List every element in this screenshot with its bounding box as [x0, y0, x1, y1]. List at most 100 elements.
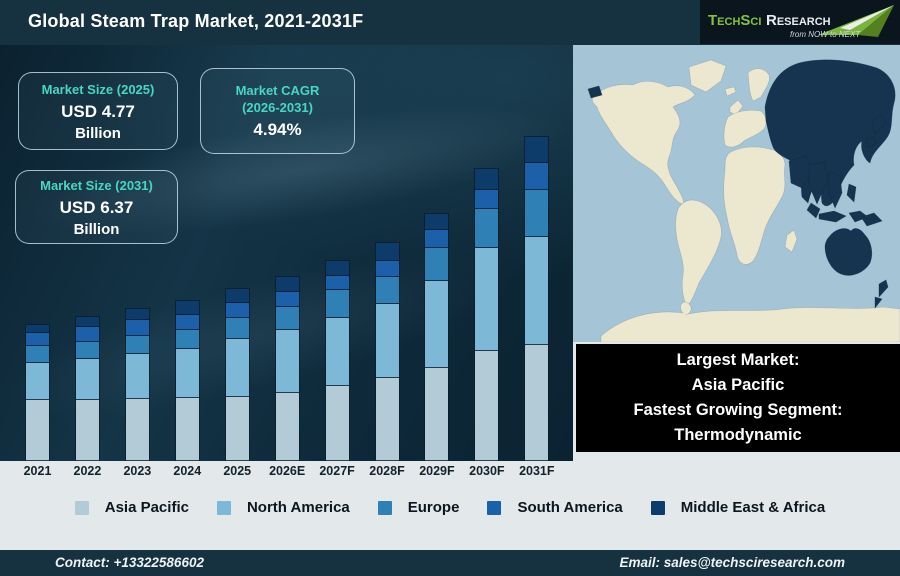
x-tick-2031f: 2031F [519, 464, 555, 478]
x-axis: 2021 2022 2023 2024 2025 2026E 2027F 2028F 2029F… [0, 461, 573, 487]
bar-segment-asia-pacific [26, 399, 49, 461]
logo-arrow-icon [818, 5, 894, 35]
legend-label: Asia Pacific [104, 499, 189, 516]
bar-segment-north-america [275, 330, 299, 394]
techsci-logo: TechSci Research from NOW to NEXT [700, 0, 900, 44]
legend-label: Middle East & Africa [680, 499, 826, 516]
bar-segment-asia-pacific [125, 398, 149, 461]
bar-2024 [174, 300, 200, 461]
bar-segment-europe [175, 329, 199, 349]
bar-segment-europe [475, 208, 499, 249]
bar-segment-europe [225, 318, 249, 339]
legend-item-asia-pacific: Asia Pacific [74, 499, 189, 516]
legend-item-middle-east-africa: Middle East & Africa [650, 499, 826, 516]
stat-label: Market Size (2031) [40, 177, 153, 193]
bar-segment-europe [375, 276, 399, 304]
legend-swatch-icon [487, 500, 502, 515]
x-tick-2021: 2021 [23, 464, 52, 478]
legend-label: South America [517, 499, 623, 516]
bar-segment-asia-pacific [525, 345, 549, 461]
stat-value: 4.94% [253, 120, 302, 139]
chart-legend: Asia Pacific North America Europe South Ame… [0, 499, 900, 516]
bar-segment-north-america [375, 303, 399, 379]
legend-label: Europe [407, 499, 460, 516]
callout-line: Thermodynamic [674, 426, 802, 444]
bar-segment-europe [26, 346, 49, 364]
x-tick-2029f: 2029F [419, 464, 455, 478]
stat-unit: Billion [73, 220, 120, 238]
bar-segment-middle-east-africa [26, 324, 49, 333]
bar-segment-middle-east-africa [525, 136, 549, 163]
legend-swatch-icon [650, 500, 665, 515]
bar-segment-europe [425, 248, 449, 281]
logo-arrow-highlight-icon [840, 5, 894, 30]
bottom-band [0, 452, 900, 550]
bar-2021 [25, 323, 50, 461]
callout-line: Largest Market: [676, 351, 800, 369]
x-tick-2023: 2023 [123, 464, 152, 478]
x-tick-2025: 2025 [223, 464, 252, 478]
world-map-icon [573, 45, 900, 342]
header: Global Steam Trap Market, 2021-2031F Tec… [0, 0, 900, 45]
bar-segment-south-america [75, 327, 99, 342]
bar-segment-south-america [175, 314, 199, 330]
legend-swatch-icon [74, 500, 89, 515]
stat-card-market-size-2025: Market Size (2025) USD 4.77 Billion [18, 72, 178, 150]
bar-segment-north-america [225, 339, 249, 398]
bar-2025 [224, 287, 250, 461]
logo-tagline: from NOW to NEXT [790, 30, 861, 39]
bar-segment-north-america [525, 236, 549, 346]
callout-line: Asia Pacific [691, 376, 785, 394]
stat-label: Market CAGR (2026-2031) [235, 83, 320, 115]
bar-segment-asia-pacific [425, 368, 449, 461]
logo-brand-primary: TechSci [708, 12, 761, 29]
bar-segment-middle-east-africa [375, 243, 399, 262]
footer-contact: Contact: +13322586602 [55, 555, 204, 570]
stat-unit: Billion [75, 124, 121, 142]
bar-segment-north-america [175, 348, 199, 399]
bar-2028f [374, 242, 400, 461]
bar-segment-middle-east-africa [75, 317, 99, 328]
map-land [591, 59, 900, 342]
bar-segment-south-america [275, 292, 299, 308]
legend-item-europe: Europe [377, 499, 460, 516]
bar-segment-asia-pacific [375, 378, 399, 461]
bar-segment-europe [325, 290, 349, 319]
x-tick-2022: 2022 [73, 464, 102, 478]
map-highlight-region [587, 59, 896, 309]
bar-segment-north-america [325, 318, 349, 386]
logo-arrow-shadow-icon [858, 5, 894, 37]
legend-swatch-icon [377, 500, 392, 515]
bar-segment-asia-pacific [175, 398, 199, 461]
bar-segment-north-america [475, 248, 499, 352]
bar-segment-middle-east-africa [125, 308, 149, 320]
legend-item-north-america: North America [216, 499, 350, 516]
bar-segment-middle-east-africa [475, 169, 499, 190]
bar-segment-south-america [26, 333, 49, 347]
bar-segment-asia-pacific [475, 351, 499, 461]
bar-segment-middle-east-africa [275, 276, 299, 293]
stat-value: USD 6.37 [59, 197, 134, 217]
stat-card-market-size-2031: Market Size (2031) USD 6.37 Billion [15, 170, 178, 244]
bar-segment-north-america [425, 280, 449, 369]
callout-line: Fastest Growing Segment: [633, 401, 843, 419]
bar-segment-south-america [225, 302, 249, 319]
bar-segment-asia-pacific [75, 399, 99, 461]
legend-swatch-icon [216, 500, 231, 515]
stat-value: USD 4.77 [61, 101, 135, 121]
bar-segment-middle-east-africa [175, 301, 199, 315]
x-tick-2030f: 2030F [469, 464, 505, 478]
bar-segment-middle-east-africa [425, 213, 449, 230]
bar-segment-europe [275, 307, 299, 331]
bar-2027f [324, 260, 350, 461]
chart-panel: Market Size (2025) USD 4.77 Billion Mark… [0, 45, 573, 461]
legend-label: North America [246, 499, 350, 516]
bar-segment-asia-pacific [325, 386, 349, 461]
bar-2031f [524, 135, 550, 461]
bar-segment-south-america [425, 229, 449, 249]
bar-segment-middle-east-africa [225, 288, 249, 303]
bar-segment-south-america [475, 189, 499, 209]
legend-item-south-america: South America [487, 499, 623, 516]
stat-card-market-cagr: Market CAGR (2026-2031) 4.94% [200, 68, 355, 154]
